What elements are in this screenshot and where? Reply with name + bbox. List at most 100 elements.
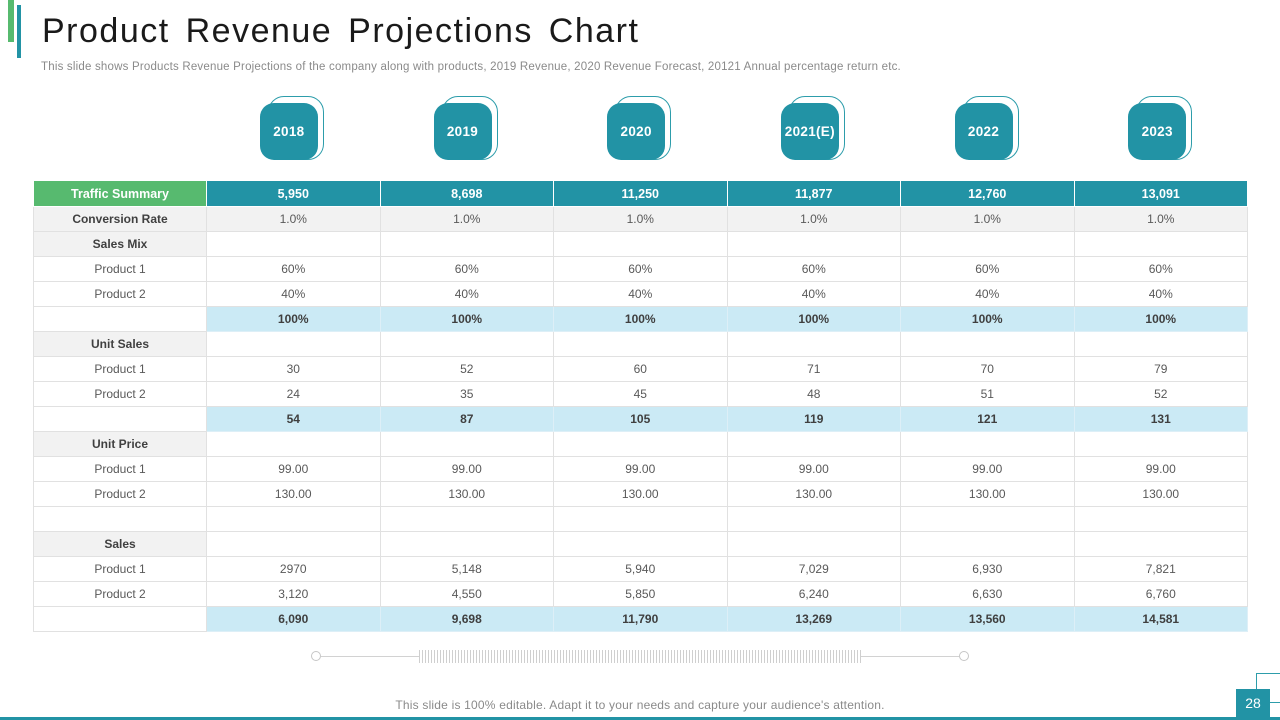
year-row-spacer	[33, 96, 206, 166]
data-cell	[1073, 506, 1248, 532]
row-label-cell: Conversion Rate	[33, 206, 207, 232]
row-label-cell	[33, 306, 207, 332]
table-row: Product 2 130.00 130.00 130.00 130.00 130.00 1…	[33, 481, 1248, 507]
slide-subtitle: This slide shows Products Revenue Projec…	[41, 61, 901, 73]
data-cell	[379, 331, 554, 357]
table-row: Unit Price	[33, 431, 1248, 457]
data-cell: 13,091	[1073, 180, 1248, 207]
data-cell	[1073, 331, 1248, 357]
data-cell: 45	[553, 381, 728, 407]
footer-note: This slide is 100% editable. Adapt it to…	[395, 698, 885, 712]
data-cell: 30	[206, 356, 381, 382]
year-column: 2020	[553, 96, 727, 166]
table-row: Product 1 30 52 60 71 70 79	[33, 356, 1248, 382]
data-cell: 35	[379, 381, 554, 407]
year-badge: 2019	[433, 96, 500, 166]
slider-tick-comb	[419, 649, 861, 663]
data-cell: 54	[206, 406, 381, 432]
data-cell: 40%	[206, 281, 381, 307]
bottom-accent-strip	[0, 717, 1280, 720]
data-cell: 8,698	[379, 180, 554, 207]
data-cell	[900, 506, 1075, 532]
table-row: Product 1 60% 60% 60% 60% 60% 60%	[33, 256, 1248, 282]
data-cell: 119	[726, 406, 901, 432]
data-cell	[206, 531, 381, 557]
slider-decoration	[311, 649, 969, 663]
accent-bar-green	[8, 0, 14, 42]
table-row: 54 87 105 119 121 131	[33, 406, 1248, 432]
data-cell: 6,930	[900, 556, 1075, 582]
data-cell: 130.00	[1073, 481, 1248, 507]
data-cell: 60%	[379, 256, 554, 282]
data-cell: 7,821	[1073, 556, 1248, 582]
data-cell: 99.00	[379, 456, 554, 482]
data-cell: 79	[1073, 356, 1248, 382]
data-cell	[379, 531, 554, 557]
data-cell	[206, 331, 381, 357]
data-cell: 52	[1073, 381, 1248, 407]
table-row: Product 1 2970 5,148 5,940 7,029 6,930 7,821	[33, 556, 1248, 582]
data-cell: 51	[900, 381, 1075, 407]
row-label-cell	[33, 506, 207, 532]
year-badge-label: 2020	[607, 103, 666, 160]
data-cell: 71	[726, 356, 901, 382]
table-row: 6,090 9,698 11,790 13,269 13,560 14,581	[33, 606, 1248, 632]
table-row: Conversion Rate 1.0% 1.0% 1.0% 1.0% 1.0% 1.0%	[33, 206, 1248, 232]
year-column: 2023	[1074, 96, 1248, 166]
data-cell	[379, 431, 554, 457]
year-column: 2019	[380, 96, 554, 166]
data-cell: 100%	[1073, 306, 1248, 332]
data-cell: 7,029	[726, 556, 901, 582]
data-cell: 99.00	[553, 456, 728, 482]
data-cell	[206, 506, 381, 532]
data-cell: 13,560	[900, 606, 1075, 632]
table-row: Traffic Summary 5,950 8,698 11,250 11,877 12,…	[33, 180, 1248, 207]
data-cell: 130.00	[379, 481, 554, 507]
data-cell: 6,240	[726, 581, 901, 607]
data-cell	[379, 506, 554, 532]
data-cell: 60%	[553, 256, 728, 282]
table-row: Product 2 24 35 45 48 51 52	[33, 381, 1248, 407]
row-label-cell: Sales Mix	[33, 231, 207, 257]
data-cell	[206, 431, 381, 457]
year-badge: 2023	[1128, 96, 1194, 166]
data-cell: 99.00	[1073, 456, 1248, 482]
data-cell	[553, 531, 728, 557]
data-cell: 60	[553, 356, 728, 382]
page-title: Product Revenue Projections Chart	[42, 12, 640, 50]
data-cell: 131	[1073, 406, 1248, 432]
data-cell: 100%	[726, 306, 901, 332]
data-cell: 87	[379, 406, 554, 432]
data-cell: 6,760	[1073, 581, 1248, 607]
data-cell: 1.0%	[553, 206, 728, 232]
data-cell: 1.0%	[726, 206, 901, 232]
data-cell: 40%	[900, 281, 1075, 307]
row-label-cell: Product 1	[33, 356, 207, 382]
data-cell: 40%	[379, 281, 554, 307]
data-cell: 13,269	[726, 606, 901, 632]
data-cell: 130.00	[206, 481, 381, 507]
data-cell: 1.0%	[900, 206, 1075, 232]
row-label-cell: Sales	[33, 531, 207, 557]
year-badges-row: 2018 2019 2020 2021(E) 2022 2023	[33, 96, 1248, 166]
row-label-cell: Product 1	[33, 456, 207, 482]
data-cell	[726, 331, 901, 357]
data-cell: 100%	[900, 306, 1075, 332]
year-column: 2021(E)	[727, 96, 901, 166]
data-cell	[1073, 231, 1248, 257]
data-cell: 6,090	[206, 606, 381, 632]
slider-track-left	[321, 655, 419, 657]
table-row: 100% 100% 100% 100% 100% 100%	[33, 306, 1248, 332]
table-row: Product 2 40% 40% 40% 40% 40% 40%	[33, 281, 1248, 307]
data-cell	[1073, 431, 1248, 457]
data-cell: 2970	[206, 556, 381, 582]
data-cell: 6,630	[900, 581, 1075, 607]
slider-right-knob-icon	[959, 651, 969, 661]
accent-bar-teal	[17, 5, 21, 58]
data-cell: 60%	[726, 256, 901, 282]
row-label-cell: Product 1	[33, 256, 207, 282]
data-cell	[900, 231, 1075, 257]
revenue-projections-table: Traffic Summary 5,950 8,698 11,250 11,877 12,…	[33, 180, 1248, 632]
data-cell: 5,950	[206, 180, 381, 207]
